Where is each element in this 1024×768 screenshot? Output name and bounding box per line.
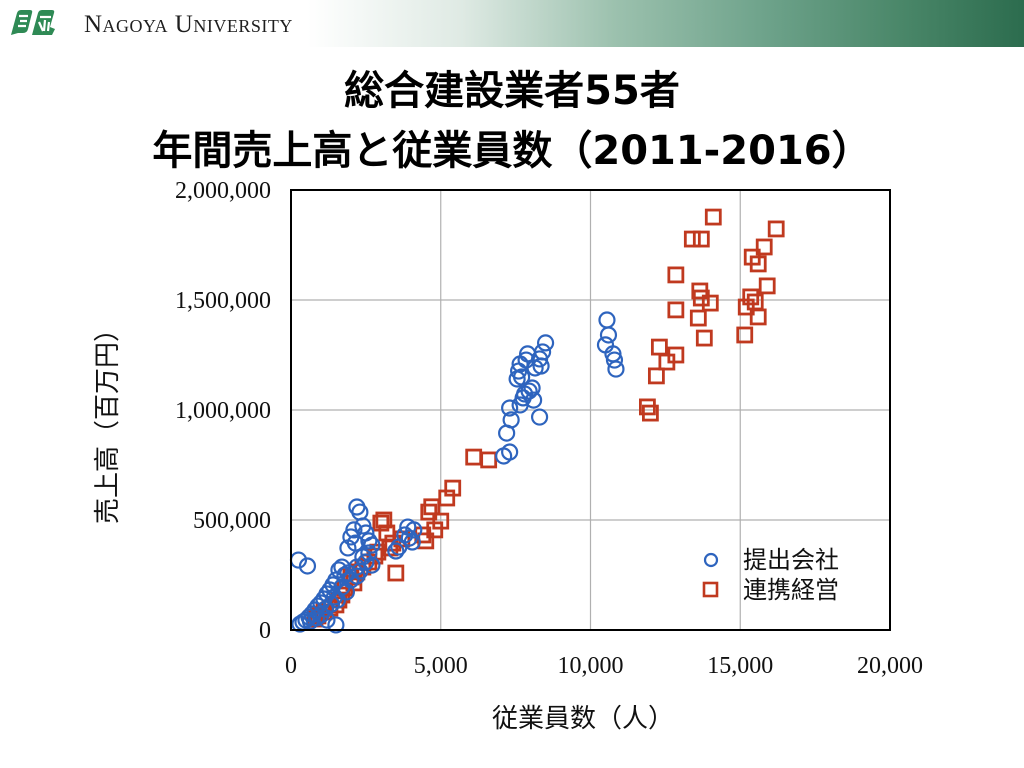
y-axis-tick-labels: 0 500,000 1,000,000 1,500,000 2,000,000 [175,178,271,644]
slide-title-line2: 年間売上高と従業員数（2011-2016） [152,128,872,174]
data-point-square [692,289,710,307]
data-point-square [438,489,456,507]
chart-data-points [289,208,785,634]
data-point-square [642,404,659,422]
data-point-square [658,353,676,371]
data-point-circle [605,351,624,369]
university-name: Nagoya University [84,11,293,38]
data-point-square [683,230,701,248]
data-point-circle [298,557,317,575]
nagoya-university-logo-icon [11,10,55,35]
data-point-square [767,220,785,238]
y-tick-label: 0 [259,618,271,644]
x-axis-title: 従業員数（人） [492,704,674,734]
y-axis-title: 売上高（百万円） [93,316,123,524]
data-point-circle [405,521,423,539]
slide-header: Nagoya University [0,0,1024,47]
data-point-circle [390,538,408,556]
y-tick-label: 500,000 [193,508,271,534]
data-point-circle [607,360,625,378]
x-tick-label: 10,000 [558,653,624,679]
x-tick-label: 15,000 [707,653,773,679]
data-point-square [701,294,719,312]
x-tick-label: 0 [285,653,297,679]
y-tick-label: 1,000,000 [175,398,271,424]
data-point-square [736,326,754,344]
y-tick-label: 1,500,000 [175,288,271,314]
legend-square-marker-icon [702,581,719,598]
data-point-circle [498,424,516,442]
data-point-square [758,277,776,295]
x-axis-tick-labels: 0 5,000 10,000 15,000 20,000 [285,653,923,679]
plot-area-frame [290,189,891,631]
data-point-circle [387,542,405,560]
legend-label-series2: 連携経営 [743,576,839,604]
legend-circle-marker-icon [703,552,719,568]
data-point-circle [348,567,366,585]
data-point-square [667,266,685,284]
legend-label-series1: 提出会社 [743,546,839,574]
data-point-circle [363,536,381,554]
data-point-square [465,448,483,466]
data-point-square [667,301,685,319]
data-point-circle [536,334,555,352]
data-point-circle [301,612,320,630]
data-point-circle [508,370,526,388]
data-point-square [749,255,767,273]
data-point-circle [337,583,356,601]
data-point-square [749,308,767,326]
data-point-square [704,208,722,226]
x-tick-label: 20,000 [857,653,923,679]
data-point-square [480,451,498,469]
data-point-circle [351,503,369,521]
data-point-square [387,564,405,582]
data-point-square [426,521,444,539]
data-point-square [420,503,438,521]
data-point-circle [291,615,309,633]
data-point-circle [530,408,549,426]
data-point-circle [501,399,519,417]
data-point-circle [339,539,357,557]
y-tick-label: 2,000,000 [175,178,271,204]
data-point-square [689,309,707,327]
data-point-circle [327,616,345,634]
slide-title-line1: 総合建設業者55者 [344,68,680,114]
data-point-circle [400,529,418,547]
data-point-circle [360,532,378,550]
data-point-square [746,293,764,311]
data-point-square [692,230,710,248]
data-point-square [423,498,441,516]
data-point-square [737,298,755,316]
chart-legend: 提出会社 連携経営 [702,546,839,604]
data-point-circle [599,326,618,344]
data-point-circle [495,447,513,465]
data-point-square [755,238,773,256]
data-point-square [742,288,760,306]
x-tick-label: 5,000 [414,653,468,679]
data-point-circle [598,311,616,329]
data-point-square [695,329,713,347]
data-point-circle [511,396,529,414]
data-point-square [647,367,665,385]
data-point-square [650,338,668,356]
